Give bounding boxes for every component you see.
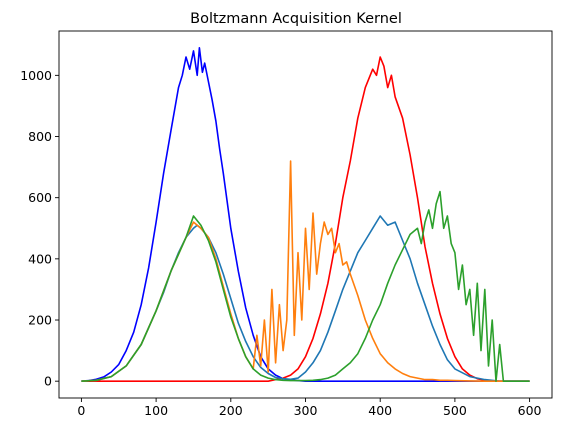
x-tick-label: 0	[77, 403, 85, 418]
y-tick-label: 400	[28, 251, 52, 266]
series-line-1	[81, 46, 530, 383]
series-line-2	[81, 56, 530, 383]
y-tick-label: 600	[28, 190, 52, 205]
x-tick-label: 100	[144, 403, 168, 418]
series-line-5	[81, 190, 530, 383]
y-tick-label: 0	[44, 374, 52, 389]
plot-area	[81, 46, 530, 383]
series-line-4	[81, 160, 530, 383]
x-tick-label: 500	[443, 403, 467, 418]
y-tick-label: 200	[28, 313, 52, 328]
y-tick-label: 1000	[20, 68, 52, 83]
x-tick-label: 200	[219, 403, 243, 418]
x-tick-label: 400	[368, 403, 392, 418]
y-tick-label: 800	[28, 129, 52, 144]
axes: 0 100 200 300 400 500 600 0 200 400 600 800 1000	[20, 30, 553, 418]
axes-frame	[58, 30, 553, 399]
x-tick-label: 600	[518, 403, 542, 418]
chart-title: Boltzmann Acquisition Kernel	[190, 11, 402, 27]
x-tick-label: 300	[294, 403, 318, 418]
